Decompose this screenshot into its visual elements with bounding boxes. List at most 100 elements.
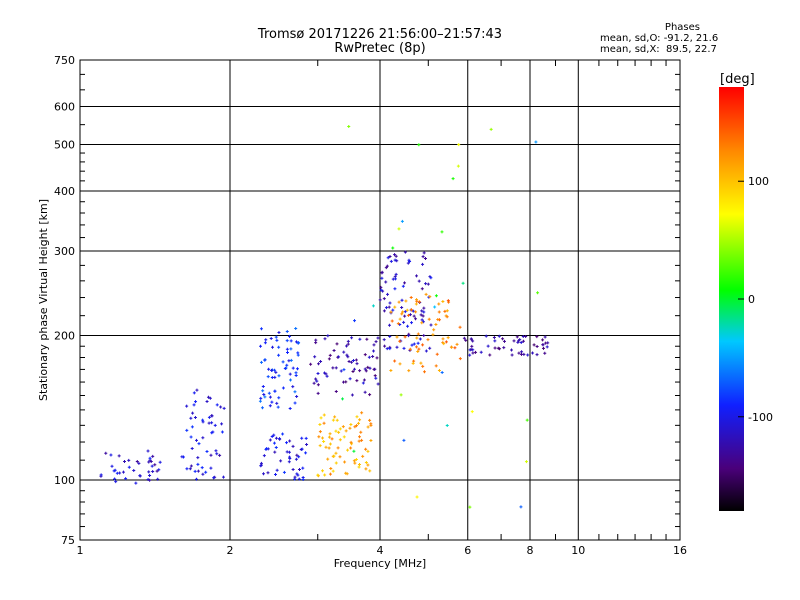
data-point [287,460,291,464]
data-point [113,477,117,481]
data-point [399,393,403,397]
data-point [461,281,465,285]
data-point [204,470,208,474]
data-point [313,355,317,359]
data-point [422,310,426,314]
data-point [390,319,394,323]
data-point [335,342,339,346]
data-point [518,338,522,342]
data-point [342,368,346,372]
data-point [319,359,323,363]
data-point [373,367,377,371]
data-point [358,463,362,467]
data-point [354,358,358,362]
data-point [346,448,350,452]
data-point [114,480,118,484]
data-point [338,438,342,442]
data-point [329,467,333,471]
data-point [422,251,426,255]
data-point [293,390,297,394]
cluster-low-band-echoes [99,449,162,485]
data-point [397,300,401,304]
data-point [287,359,291,363]
data-point [394,272,398,276]
data-point [424,256,428,260]
data-point [402,320,406,324]
data-point [334,429,338,433]
data-point [288,439,292,443]
data-point [433,305,437,309]
data-point [456,164,460,168]
data-point [409,296,413,300]
data-points [99,125,550,509]
data-point [380,270,384,274]
x-tick-label: 16 [673,544,687,557]
data-point [328,472,332,476]
data-point [355,415,359,419]
data-point [330,437,334,441]
data-point [358,435,362,439]
data-point [515,335,519,339]
data-point [407,334,411,338]
data-point [273,450,277,454]
data-point [450,345,454,349]
data-point [201,436,205,440]
data-point [294,326,298,330]
cluster-f-layer-o-mode [378,250,433,353]
data-point [195,438,199,442]
data-point [374,340,378,344]
data-point [188,467,192,471]
data-point [535,345,539,349]
data-point [156,477,160,481]
cluster-f-layer-tail [462,334,550,357]
chart-title-line1: Tromsø 20171226 21:56:00–21:57:43 [257,27,503,42]
data-point [470,410,474,414]
data-point [401,284,405,288]
data-point [151,454,155,458]
data-point [422,333,426,337]
colorbar-tick-label: -100 [748,411,773,424]
data-point [387,323,391,327]
data-point [543,351,547,355]
data-point [502,346,506,350]
data-point [355,424,359,428]
data-point [402,438,406,442]
data-point [270,368,274,372]
data-point [386,256,390,260]
data-point [113,468,117,472]
data-point [422,306,426,310]
data-point [121,470,125,474]
data-point [360,438,364,442]
data-point [341,425,345,429]
data-point [384,266,388,270]
data-point [274,370,278,374]
data-point [277,374,281,378]
data-point [285,329,289,333]
data-point [337,430,341,434]
data-point [393,253,397,257]
data-point [424,282,428,286]
data-point [444,340,448,344]
data-point [147,470,151,474]
data-point [395,345,399,349]
cluster-1.7-mhz-trace [180,388,226,481]
data-point [441,337,445,341]
data-point [421,262,425,266]
data-point [260,406,264,410]
data-point [492,335,496,339]
data-point [318,444,322,448]
data-point [272,433,276,437]
data-point [298,467,302,471]
data-point [420,318,424,322]
data-point [158,460,162,464]
data-point [510,353,514,357]
data-point [220,422,224,426]
y-tick-label: 100 [54,474,75,487]
data-point [193,469,197,473]
data-point [342,350,346,354]
data-point [294,340,298,344]
data-point [365,337,369,341]
data-point [272,441,276,445]
data-point [397,227,401,231]
data-point [393,258,397,262]
